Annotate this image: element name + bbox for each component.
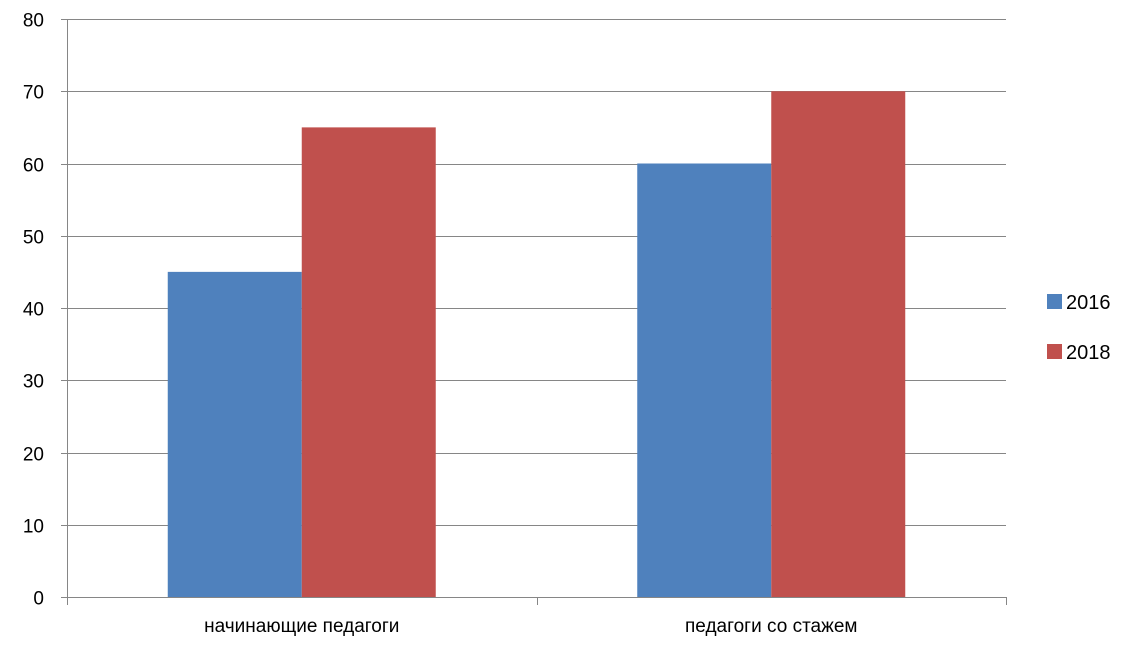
y-tick-label-70: 70: [23, 83, 44, 104]
y-tick-label-40: 40: [23, 300, 44, 321]
y-tick-label-60: 60: [23, 156, 44, 177]
bar-2018-1: [301, 127, 436, 597]
bars: [167, 91, 906, 597]
x-tick-label-1: начинающие педагоги: [204, 616, 399, 637]
y-tick-label-20: 20: [23, 445, 44, 466]
legend-swatch-2018: [1047, 344, 1062, 359]
x-tick-labels: начинающие педагоги педагоги со стажем: [204, 616, 857, 637]
y-tick-label-50: 50: [23, 228, 44, 249]
legend: 2016 2018: [1047, 292, 1111, 364]
y-tick-label-30: 30: [23, 372, 44, 393]
axes: [61, 19, 1007, 605]
y-tick-label-10: 10: [23, 517, 44, 538]
legend-label-2018: 2018: [1066, 342, 1111, 364]
y-tick-label-0: 0: [33, 589, 44, 610]
legend-swatch-2016: [1047, 294, 1062, 309]
x-tick-label-2: педагоги со стажем: [685, 616, 857, 637]
y-tick-label-80: 80: [23, 11, 44, 32]
legend-label-2016: 2016: [1066, 292, 1111, 314]
bar-2018-2: [771, 91, 906, 597]
y-tick-labels: 0 10 20 30 40 50 60 70 80: [23, 11, 44, 610]
bar-2016-1: [167, 271, 302, 597]
bar-2016-2: [637, 163, 772, 597]
